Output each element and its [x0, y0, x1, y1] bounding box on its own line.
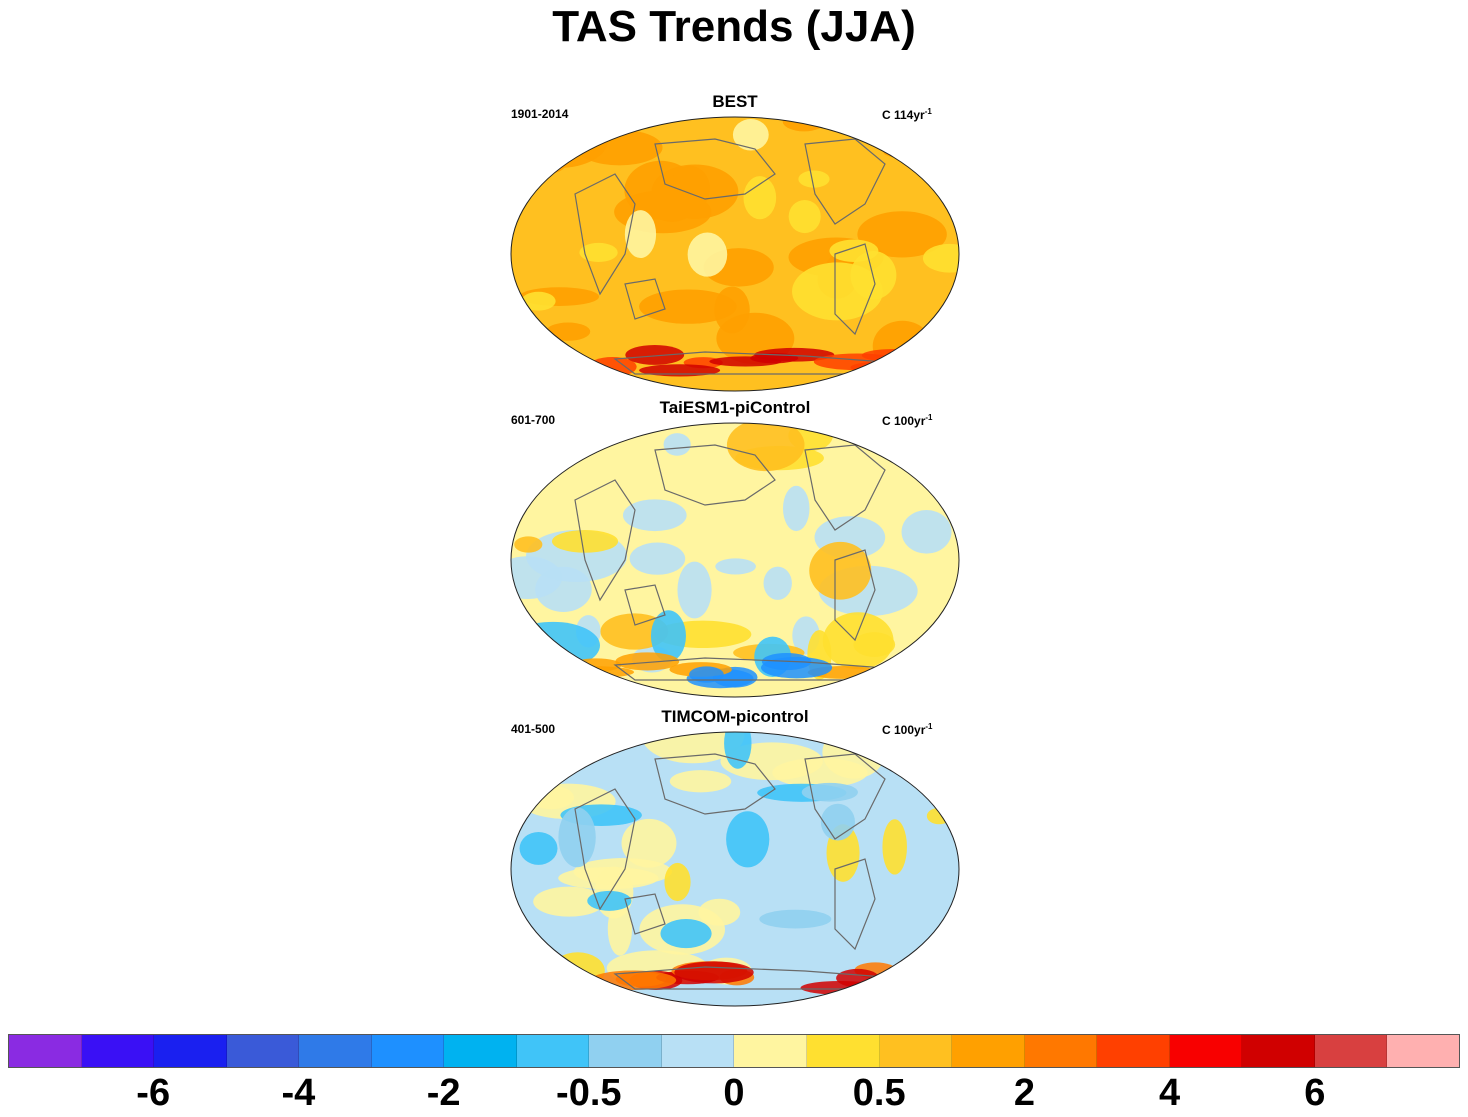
- colorbar-tick-label: -6: [136, 1072, 171, 1114]
- colorbar-cell: [1024, 1035, 1098, 1067]
- colorbar-tick-label: 0.5: [852, 1072, 906, 1114]
- world-map: [510, 116, 960, 392]
- colorbar-tick-label: 4: [1159, 1072, 1181, 1114]
- colorbar-cell: [589, 1035, 662, 1067]
- panel-period: 1901-2014: [511, 107, 569, 121]
- panel-title: TIMCOM-picontrol: [661, 707, 809, 726]
- panel-units: C 114yr-1: [882, 107, 932, 122]
- colorbar-cell: [879, 1035, 953, 1067]
- colorbar-tick-label: -2: [426, 1072, 461, 1114]
- panel-title: TaiESM1-piControl: [659, 398, 811, 417]
- figure-title: TAS Trends (JJA): [552, 2, 916, 51]
- colorbar-tick-label: 6: [1304, 1072, 1326, 1114]
- colorbar-tick-label: 2: [1013, 1072, 1035, 1114]
- colorbar-cell: [299, 1035, 372, 1067]
- map-panel-taiesm1: TaiESM1-piControl 601-700 C 100yr-1: [505, 398, 965, 710]
- colorbar-cell: [1314, 1035, 1388, 1067]
- colorbar-cell: [444, 1035, 517, 1067]
- colorbar-cell: [1242, 1035, 1315, 1067]
- colorbar-cell: [371, 1035, 445, 1067]
- colorbar: [8, 1034, 1460, 1068]
- colorbar-cell: [1169, 1035, 1243, 1067]
- colorbar-cell: [734, 1035, 808, 1067]
- map-panel-best: BEST 1901-2014 C 114yr-1: [505, 92, 965, 404]
- map-panel-timcom: TIMCOM-picontrol 401-500 C 100yr-1: [505, 707, 965, 1019]
- world-map: [510, 731, 960, 1007]
- colorbar-cell: [807, 1035, 880, 1067]
- colorbar-tick-label: 0: [723, 1072, 745, 1114]
- colorbar-cell: [9, 1035, 82, 1067]
- panel-period: 401-500: [511, 722, 556, 736]
- panel-units: C 100yr-1: [882, 413, 933, 428]
- colorbar-cell: [81, 1035, 155, 1067]
- colorbar-cell: [1387, 1035, 1459, 1067]
- panel-units: C 100yr-1: [882, 722, 933, 737]
- colorbar-cell: [516, 1035, 590, 1067]
- colorbar-cell: [952, 1035, 1025, 1067]
- panel-period: 601-700: [511, 413, 556, 427]
- world-map: [510, 422, 960, 698]
- colorbar-tick-label: -4: [281, 1072, 316, 1114]
- colorbar-tick-label: -0.5: [556, 1072, 622, 1114]
- colorbar-cell: [226, 1035, 300, 1067]
- colorbar-cell: [154, 1035, 227, 1067]
- panel-title: BEST: [712, 92, 758, 111]
- colorbar-cell: [661, 1035, 735, 1067]
- colorbar-cell: [1097, 1035, 1170, 1067]
